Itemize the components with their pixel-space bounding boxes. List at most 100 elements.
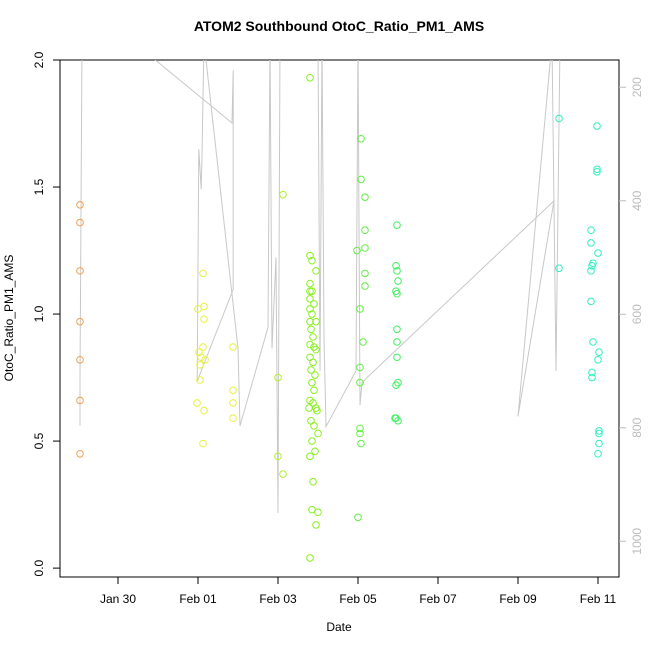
- point: [308, 378, 316, 387]
- point: [314, 429, 322, 438]
- line-series: [79, 60, 561, 513]
- point: [587, 267, 595, 275]
- point: [353, 246, 361, 255]
- point: [76, 355, 84, 364]
- point: [593, 122, 601, 130]
- point: [393, 267, 401, 275]
- point: [229, 399, 237, 407]
- x-tick-label: Jan 30: [100, 592, 136, 606]
- point: [76, 317, 84, 326]
- point: [279, 470, 287, 478]
- point: [200, 406, 208, 415]
- point: [354, 513, 362, 522]
- point: [312, 317, 320, 326]
- point: [594, 449, 602, 458]
- point: [587, 226, 595, 235]
- point: [357, 439, 365, 448]
- y2-tick-label: 1000: [630, 528, 644, 555]
- point: [274, 452, 282, 461]
- y2-tick-label: 400: [630, 190, 644, 210]
- point: [594, 355, 602, 364]
- point: [312, 345, 320, 354]
- point: [393, 325, 401, 334]
- point: [311, 447, 319, 456]
- point: [309, 333, 317, 341]
- point: [314, 508, 322, 517]
- x-tick-label: Feb 09: [499, 592, 537, 606]
- point: [555, 264, 563, 273]
- point: [306, 317, 314, 326]
- point: [308, 256, 316, 265]
- point: [201, 355, 209, 364]
- point: [394, 378, 402, 387]
- point: [588, 373, 596, 382]
- point: [196, 376, 204, 384]
- point: [356, 363, 364, 372]
- point: [195, 348, 203, 356]
- point: [357, 134, 365, 143]
- point: [229, 343, 237, 351]
- point: [357, 175, 365, 184]
- chart-title: ATOM2 Southbound OtoC_Ratio_PM1_AMS: [194, 18, 484, 34]
- point: [361, 193, 369, 201]
- point: [595, 348, 603, 356]
- point: [356, 429, 364, 438]
- y2-tick-label: 600: [630, 304, 644, 324]
- point: [393, 289, 401, 298]
- point: [312, 521, 320, 529]
- point: [393, 338, 401, 346]
- point: [197, 353, 205, 362]
- point: [587, 297, 595, 306]
- point: [393, 221, 401, 229]
- point: [310, 386, 318, 395]
- point: [306, 452, 314, 461]
- point: [308, 437, 316, 445]
- point: [199, 269, 207, 278]
- point: [306, 295, 314, 303]
- x-tick-label: Feb 05: [339, 592, 377, 606]
- x-tick-label: Feb 01: [179, 592, 217, 606]
- point: [305, 404, 313, 412]
- point: [359, 338, 367, 346]
- plot-area: [76, 60, 603, 562]
- x-tick-label: Feb 11: [580, 592, 617, 606]
- point: [588, 368, 596, 377]
- point: [361, 282, 369, 290]
- point: [392, 414, 400, 423]
- point: [587, 239, 595, 247]
- point: [361, 269, 369, 278]
- point: [193, 399, 201, 407]
- point: [308, 287, 316, 295]
- point: [361, 226, 369, 235]
- y-tick-label: 2.0: [32, 51, 46, 68]
- point: [307, 366, 315, 374]
- x-tick-label: Feb 03: [259, 592, 297, 606]
- point: [361, 244, 369, 252]
- y-tick-label: 0.0: [32, 559, 46, 576]
- point: [76, 218, 84, 227]
- point: [595, 439, 603, 448]
- point: [311, 371, 319, 379]
- point: [309, 358, 317, 367]
- point: [313, 406, 321, 415]
- point: [593, 167, 601, 176]
- point: [356, 305, 364, 313]
- point: [306, 554, 314, 562]
- point: [279, 190, 287, 199]
- point: [593, 165, 601, 174]
- point: [310, 300, 318, 308]
- y-tick-label: 1.0: [32, 305, 46, 322]
- point: [307, 325, 315, 334]
- point: [394, 416, 402, 425]
- y2-tick-label: 200: [630, 77, 644, 97]
- point: [356, 378, 364, 387]
- point: [589, 338, 597, 346]
- point: [356, 424, 364, 433]
- point: [306, 251, 314, 260]
- point: [392, 261, 400, 270]
- point: [306, 340, 314, 349]
- point: [589, 259, 597, 268]
- point: [310, 343, 318, 351]
- point: [229, 414, 237, 423]
